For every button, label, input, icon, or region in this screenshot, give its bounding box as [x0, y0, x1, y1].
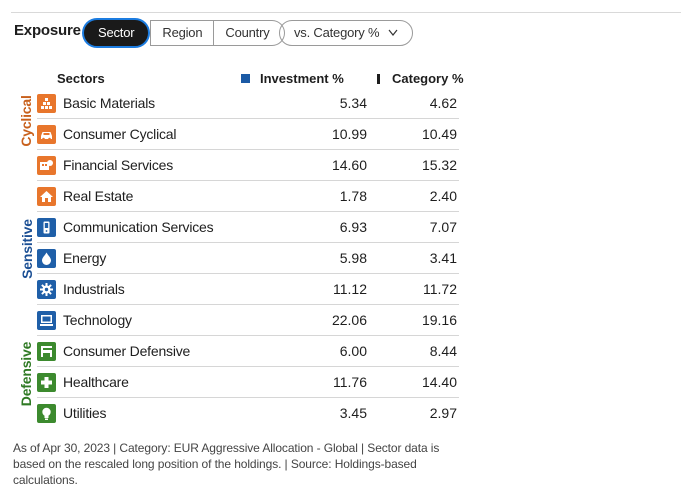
sector-name: Consumer Defensive	[63, 343, 191, 359]
sector-name: Healthcare	[63, 374, 129, 390]
table-row: Basic Materials 5.34 4.62	[37, 88, 459, 119]
sector-name: Financial Services	[63, 157, 173, 173]
section-title: Exposure	[14, 22, 81, 39]
footnote: As of Apr 30, 2023 | Category: EUR Aggre…	[13, 441, 440, 487]
category-legend-marker	[377, 73, 380, 84]
column-header-category-label: Category %	[392, 71, 464, 86]
shopping-cart-icon	[37, 342, 56, 361]
category-value: 3.41	[429, 250, 457, 266]
category-value: 4.62	[429, 95, 457, 111]
row-divider	[37, 273, 459, 274]
sector-name: Consumer Cyclical	[63, 126, 177, 142]
table-row: Communication Services 6.93 7.07	[37, 212, 459, 243]
row-divider	[37, 211, 459, 212]
category-value: 15.32	[421, 157, 457, 173]
column-header-sectors: Sectors	[57, 71, 105, 86]
sector-name: Energy	[63, 250, 107, 266]
category-value: 10.49	[421, 126, 457, 142]
row-divider	[37, 149, 459, 150]
financial-services-icon	[37, 156, 56, 175]
car-icon	[37, 125, 56, 144]
investment-value: 3.45	[339, 405, 367, 421]
investment-value: 10.99	[331, 126, 367, 142]
sector-name: Technology	[63, 312, 132, 328]
row-divider	[37, 304, 459, 305]
sector-name: Industrials	[63, 281, 125, 297]
tab-sector[interactable]: Sector	[84, 20, 149, 46]
chevron-down-icon	[385, 28, 398, 40]
category-value: 19.16	[421, 312, 457, 328]
investment-legend-swatch	[241, 74, 250, 83]
table-row: Energy 5.98 3.41	[37, 243, 459, 274]
table-row: Healthcare 11.76 14.40	[37, 367, 459, 398]
category-value: 2.97	[429, 405, 457, 421]
category-value: 7.07	[429, 219, 457, 235]
table-row: Consumer Defensive 6.00 8.44	[37, 336, 459, 367]
lightbulb-icon	[37, 404, 56, 423]
top-divider	[11, 12, 681, 13]
investment-value: 5.98	[339, 250, 367, 266]
sector-name: Utilities	[63, 405, 107, 421]
exposure-tab-group: Sector Region Country	[84, 20, 285, 46]
category-value: 14.40	[421, 374, 457, 390]
tab-country[interactable]: Country	[214, 20, 285, 46]
column-header-category: Category %	[377, 71, 464, 86]
row-divider	[37, 366, 459, 367]
investment-value: 6.93	[339, 219, 367, 235]
table-row: Consumer Cyclical 10.99 10.49	[37, 119, 459, 150]
investment-value: 5.34	[339, 95, 367, 111]
row-divider	[37, 397, 459, 398]
table-row: Financial Services 14.60 15.32	[37, 150, 459, 181]
column-header-investment-label: Investment %	[260, 71, 344, 86]
category-value: 8.44	[429, 343, 457, 359]
investment-value: 1.78	[339, 188, 367, 204]
flame-icon	[37, 249, 56, 268]
row-divider	[37, 242, 459, 243]
column-header-investment: Investment %	[241, 71, 344, 86]
tab-region[interactable]: Region	[150, 20, 215, 46]
group-label-sensitive: Sensitive	[19, 219, 35, 279]
category-value: 2.40	[429, 188, 457, 204]
gear-icon	[37, 280, 56, 299]
investment-value: 11.76	[333, 374, 367, 390]
compare-dropdown[interactable]: vs. Category %	[279, 20, 414, 46]
sector-name: Basic Materials	[63, 95, 155, 111]
compare-dropdown-label: vs. Category %	[294, 25, 380, 40]
category-value: 11.72	[423, 281, 457, 297]
investment-value: 14.60	[331, 157, 367, 173]
table-row: Technology 22.06 19.16	[37, 305, 459, 336]
row-divider	[37, 180, 459, 181]
group-label-defensive: Defensive	[18, 341, 34, 407]
investment-value: 11.12	[333, 281, 367, 297]
medical-cross-icon	[37, 373, 56, 392]
group-label-cyclical: Cyclical	[18, 95, 34, 147]
table-row: Utilities 3.45 2.97	[37, 398, 459, 429]
house-icon	[37, 187, 56, 206]
basic-materials-icon	[37, 94, 56, 113]
sector-name: Communication Services	[63, 219, 214, 235]
row-divider	[37, 118, 459, 119]
sector-name: Real Estate	[63, 188, 134, 204]
row-divider	[37, 335, 459, 336]
table-row: Real Estate 1.78 2.40	[37, 181, 459, 212]
table-row: Industrials 11.12 11.72	[37, 274, 459, 305]
computer-icon	[37, 311, 56, 330]
investment-value: 6.00	[339, 343, 367, 359]
phone-icon	[37, 218, 56, 237]
investment-value: 22.06	[331, 312, 367, 328]
